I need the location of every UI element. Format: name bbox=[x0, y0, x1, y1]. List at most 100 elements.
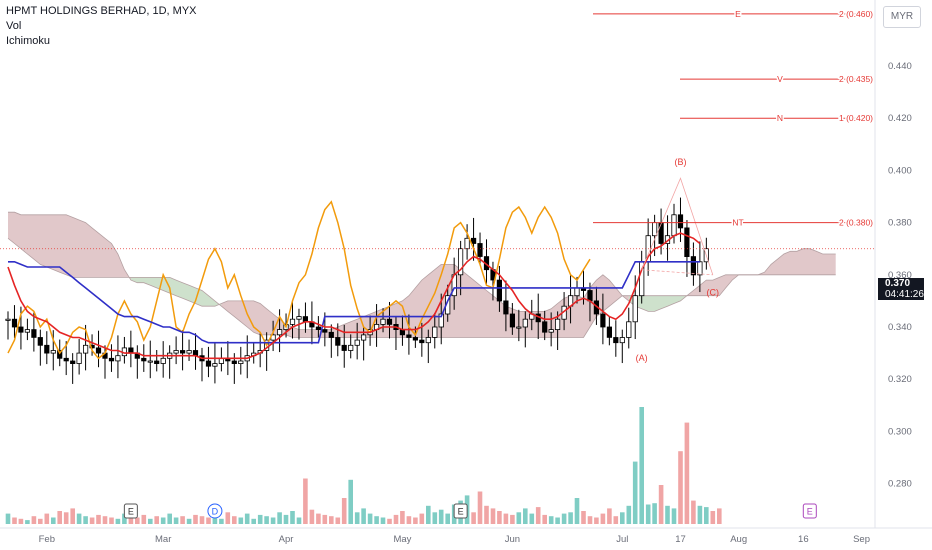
volume-bar bbox=[303, 478, 308, 524]
candle-body bbox=[600, 313, 606, 328]
volume-bar bbox=[348, 479, 353, 524]
volume-bar bbox=[232, 516, 237, 524]
volume-bar bbox=[400, 511, 405, 524]
volume-bar bbox=[652, 503, 657, 524]
price-tick-label: 0.360 bbox=[888, 270, 912, 281]
candle-body bbox=[587, 290, 593, 302]
volume-bar bbox=[535, 507, 541, 524]
target-level-tag: V bbox=[777, 74, 783, 84]
candle-body bbox=[95, 347, 102, 354]
candle-body bbox=[289, 318, 296, 325]
currency-button[interactable]: MYR bbox=[883, 6, 921, 28]
candle-body bbox=[457, 248, 464, 276]
event-marker-label: D bbox=[212, 507, 219, 517]
ichimoku-indicator-label[interactable]: Ichimoku bbox=[6, 35, 51, 47]
volume-bar bbox=[665, 505, 670, 524]
volume-bar bbox=[122, 513, 127, 524]
candle-body bbox=[432, 326, 438, 338]
wave-label: (B) bbox=[674, 157, 686, 167]
earnings-upcoming-event-marker[interactable]: E bbox=[802, 503, 817, 519]
candle-body bbox=[179, 350, 186, 354]
volume-bar bbox=[387, 518, 392, 524]
bar-countdown: 04:41:26 bbox=[885, 289, 924, 300]
candle-body bbox=[11, 318, 18, 328]
candle-body bbox=[477, 243, 483, 257]
volume-bar bbox=[438, 509, 444, 524]
time-tick-label: Sep bbox=[853, 534, 870, 545]
volume-bar bbox=[31, 516, 37, 524]
candle-body bbox=[380, 318, 386, 325]
candle-body bbox=[690, 256, 697, 276]
tenkan-sen-line bbox=[7, 232, 701, 360]
volume-bar bbox=[244, 513, 250, 524]
volume-bar bbox=[154, 516, 159, 524]
target-level-tag: NT bbox=[732, 218, 743, 228]
volume-bar bbox=[186, 518, 192, 524]
candle-body bbox=[684, 227, 690, 257]
volume-bar bbox=[477, 491, 483, 524]
volume-bar bbox=[691, 500, 696, 524]
volume-bar bbox=[70, 508, 75, 524]
dividend-event-marker[interactable]: D bbox=[207, 503, 223, 519]
candle-body bbox=[108, 357, 115, 362]
target-level-label: 1 (0.420) bbox=[839, 113, 873, 123]
time-tick-label: Jul bbox=[616, 534, 628, 545]
candle-body bbox=[348, 344, 354, 351]
candle-body bbox=[697, 261, 703, 276]
candle-body bbox=[509, 313, 516, 328]
candle-body bbox=[328, 331, 334, 338]
vol-indicator-label[interactable]: Vol bbox=[6, 20, 22, 32]
earnings-event-marker[interactable]: E bbox=[123, 503, 138, 519]
candle-body bbox=[619, 337, 625, 344]
candle-body bbox=[89, 344, 95, 349]
volume-bar bbox=[264, 516, 269, 524]
price-tick-label: 0.420 bbox=[888, 113, 912, 124]
volume-bar bbox=[361, 508, 366, 524]
volume-bar bbox=[277, 512, 282, 524]
volume-bar bbox=[697, 505, 703, 524]
volume-bar bbox=[548, 516, 554, 524]
wave-label: (A) bbox=[636, 353, 648, 363]
earnings-marker-box bbox=[802, 503, 817, 519]
event-marker-label: E bbox=[807, 507, 813, 517]
volume-bar bbox=[135, 517, 140, 524]
event-marker-label: E bbox=[458, 507, 464, 517]
price-tick-label: 0.340 bbox=[888, 322, 912, 333]
volume-bar bbox=[380, 517, 386, 524]
volume-bar bbox=[309, 509, 315, 524]
volume-bar bbox=[717, 508, 722, 524]
volume-bar bbox=[710, 511, 716, 524]
volume-bar bbox=[581, 511, 586, 524]
volume-bar bbox=[341, 498, 347, 524]
volume-bar bbox=[167, 513, 172, 524]
candle-body bbox=[425, 337, 431, 344]
symbol-title[interactable]: HPMT HOLDINGS BERHAD, 1D, MYX bbox=[6, 5, 197, 17]
price-tick-label: 0.300 bbox=[888, 426, 912, 437]
candle-body bbox=[322, 329, 328, 333]
price-tick-label: 0.320 bbox=[888, 374, 912, 385]
volume-bar bbox=[639, 407, 644, 524]
candle-body bbox=[555, 318, 561, 331]
volume-bar bbox=[238, 517, 244, 524]
volume-bar bbox=[490, 508, 496, 524]
candle-body bbox=[470, 237, 477, 244]
candle-body bbox=[147, 360, 153, 363]
candle-body bbox=[173, 350, 179, 354]
candle-body bbox=[63, 357, 69, 362]
volume-bar bbox=[57, 511, 62, 524]
earnings-event-marker[interactable]: E bbox=[453, 503, 468, 519]
candle-body bbox=[335, 337, 341, 346]
volume-bar bbox=[76, 513, 82, 524]
volume-bar bbox=[613, 516, 619, 524]
price-tick-label: 0.440 bbox=[888, 61, 912, 72]
volume-bar bbox=[568, 512, 573, 524]
volume-bar bbox=[413, 517, 418, 524]
candle-body bbox=[76, 352, 82, 364]
volume-bar bbox=[180, 516, 185, 524]
volume-bar bbox=[63, 512, 69, 524]
volume-bar bbox=[270, 517, 276, 524]
price-tick-label: 0.280 bbox=[888, 479, 912, 490]
cloud-bullish bbox=[130, 277, 222, 307]
volume-bar bbox=[219, 518, 224, 524]
